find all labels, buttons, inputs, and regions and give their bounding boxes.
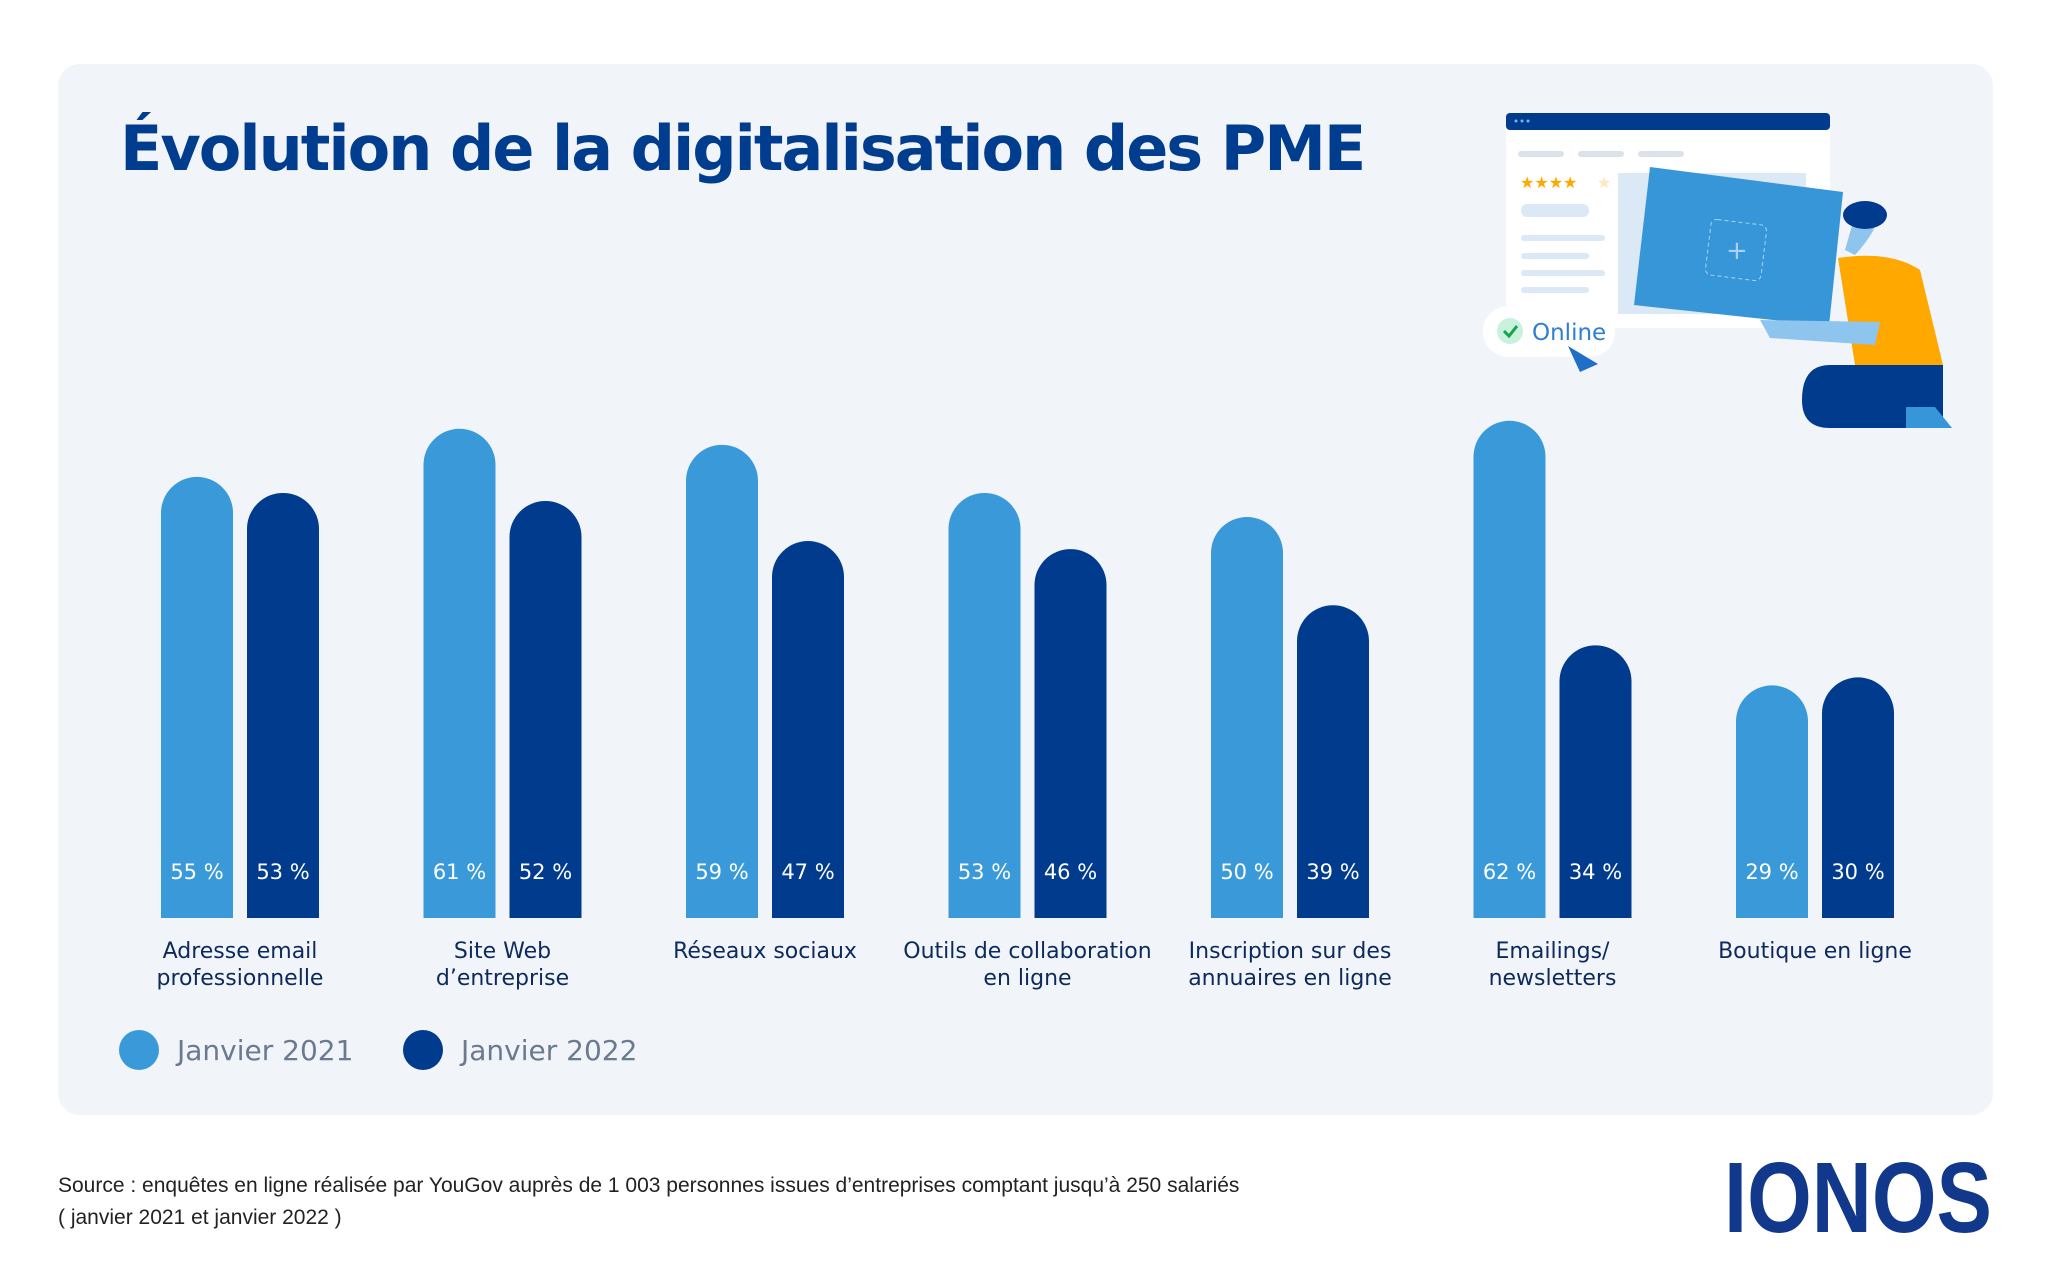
bar [686, 444, 758, 918]
online-badge-label: Online [1532, 320, 1606, 346]
bar-value-label: 53 % [958, 860, 1011, 884]
bar [1736, 685, 1808, 918]
bar-value-label: 52 % [519, 860, 572, 884]
category-label: Site Web d’entreprise [435, 939, 570, 991]
bar-value-label: 59 % [695, 860, 748, 884]
category-label: Inscription sur des annuaires en ligne [1188, 939, 1392, 991]
category-label: Adresse email professionnelle [156, 939, 324, 991]
bar [1034, 549, 1107, 918]
illustration: ★★★★ ★ + Online [1483, 113, 1952, 428]
legend-item-2021: Janvier 2021 [119, 1030, 353, 1070]
bar [1297, 605, 1369, 918]
cursor-icon [1568, 346, 1598, 372]
bar-value-label: 50 % [1220, 860, 1273, 884]
source-line: ( janvier 2021 et janvier 2022 ) [58, 1206, 342, 1229]
category-label: Outils de collaboration en ligne [903, 939, 1152, 991]
bar [423, 428, 496, 918]
source-note: Source : enquêtes en ligne réalisée par … [58, 1170, 1239, 1234]
legend-label: Janvier 2022 [461, 1033, 638, 1067]
online-badge: Online [1483, 306, 1615, 372]
bar [247, 492, 319, 918]
svg-text:★: ★ [1597, 173, 1611, 192]
legend-item-2022: Janvier 2022 [403, 1030, 637, 1070]
source-line: Source : enquêtes en ligne réalisée par … [58, 1174, 1240, 1197]
chart-title: Évolution de la digitalisation des PME [120, 112, 1366, 185]
bar [1559, 645, 1632, 918]
bar-value-label: 55 % [170, 860, 223, 884]
bar [948, 492, 1021, 918]
stars-rating-icon: ★★★★ [1520, 173, 1577, 192]
bar-value-label: 61 % [433, 860, 486, 884]
bar [509, 500, 582, 918]
legend-label: Janvier 2021 [177, 1033, 354, 1067]
bar [1473, 420, 1546, 918]
person-illustration [1760, 201, 1952, 428]
bar-value-label: 29 % [1745, 860, 1798, 884]
category-label: Boutique en ligne [1718, 939, 1912, 964]
legend-swatch [119, 1030, 159, 1070]
bar-value-label: 46 % [1044, 860, 1097, 884]
bar-value-label: 34 % [1569, 860, 1622, 884]
bar-value-label: 53 % [256, 860, 309, 884]
ionos-logo: IONOS [1724, 1150, 1992, 1240]
legend-swatch [403, 1030, 443, 1070]
check-icon [1502, 325, 1519, 339]
bar-value-label: 47 % [781, 860, 834, 884]
bar-value-label: 62 % [1483, 860, 1536, 884]
bar [1822, 677, 1894, 918]
bar [161, 476, 233, 918]
logo-text: IONOS [1724, 1150, 1992, 1240]
plus-icon: + [1726, 236, 1748, 266]
category-label: Emailings/newsletters [1488, 939, 1617, 991]
bar [1211, 517, 1283, 918]
tablet-illustration: + [1634, 167, 1843, 326]
category-label: Réseaux sociaux [673, 939, 857, 964]
bar-value-label: 39 % [1306, 860, 1359, 884]
bar [772, 541, 844, 918]
bar-value-label: 30 % [1831, 860, 1884, 884]
